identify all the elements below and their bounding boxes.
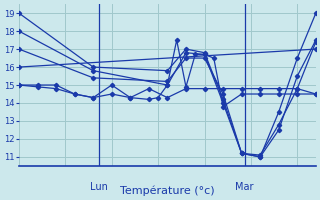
X-axis label: Température (°c): Température (°c) <box>120 185 215 196</box>
Text: Lun: Lun <box>90 182 108 192</box>
Text: Mar: Mar <box>235 182 254 192</box>
